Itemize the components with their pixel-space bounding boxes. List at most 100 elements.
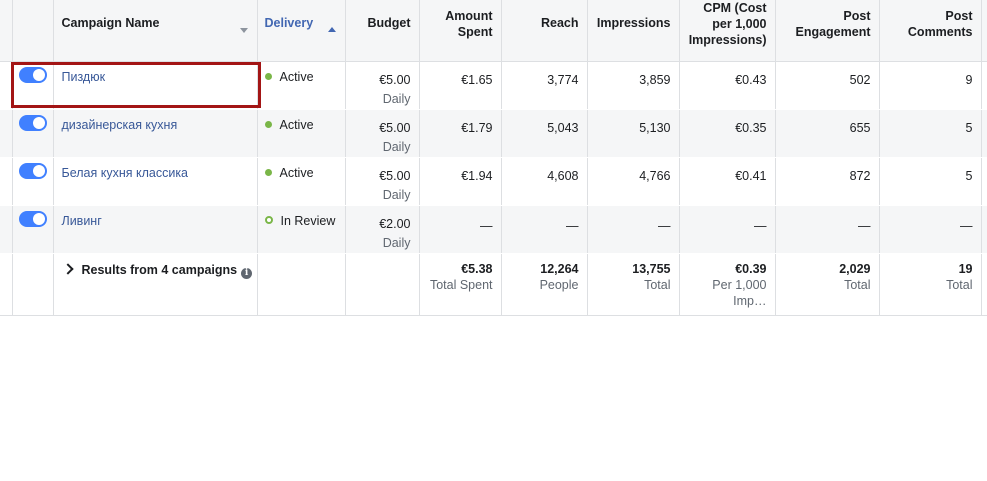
header-post-engagement-line1: Post <box>843 9 871 23</box>
header-post-engagement[interactable]: Post Engagement <box>775 0 880 62</box>
campaign-name-link[interactable]: Белая кухня классика <box>61 166 189 180</box>
toggle-cell <box>12 205 54 254</box>
delivery-status: Active <box>279 118 314 132</box>
budget-cell[interactable]: €2.00 Daily <box>345 205 420 254</box>
header-budget-label: Budget <box>367 16 411 30</box>
header-delivery[interactable]: Delivery <box>257 0 346 62</box>
table-row[interactable]: Пиздюк Active €5.00 Daily €1.65 3,774 3,8… <box>0 61 987 110</box>
summary-toggle-col <box>12 253 54 316</box>
table-row[interactable]: Белая кухня классика Active €5.00 Daily €… <box>0 157 987 206</box>
results-cell[interactable]: Results from 4 campaigns i <box>53 253 258 316</box>
header-amount-spent-line1: Amount <box>445 9 493 23</box>
header-delivery-label: Delivery <box>264 16 314 30</box>
header-overflow <box>981 0 987 62</box>
cpm-value: €0.43 <box>735 73 767 87</box>
header-reach-label: Reach <box>540 16 579 30</box>
budget-type: Daily <box>382 188 411 202</box>
campaign-name-cell: Ливинг <box>53 205 258 254</box>
impressions-cell: — <box>587 205 680 254</box>
budget-value: €2.00 <box>379 217 411 231</box>
cpm-cell: €0.35 <box>679 109 776 158</box>
budget-value: €5.00 <box>379 73 411 87</box>
caret-down-icon[interactable] <box>239 28 248 33</box>
budget-type: Daily <box>382 140 411 154</box>
header-impressions[interactable]: Impressions <box>587 0 680 62</box>
header-budget[interactable]: Budget <box>345 0 420 62</box>
delivery-status: Active <box>279 166 314 180</box>
amount-spent-cell: €1.79 <box>419 109 502 158</box>
campaign-name-link[interactable]: дизайнерская кухня <box>61 118 178 132</box>
summary-impressions-sub: Total <box>644 278 671 292</box>
campaign-toggle[interactable] <box>18 211 47 227</box>
header-toggle-col <box>12 0 54 62</box>
row-gutter <box>0 61 13 110</box>
campaign-name-cell: дизайнерская кухня <box>53 109 258 158</box>
campaign-name-link[interactable]: Пиздюк <box>61 70 106 84</box>
budget-value: €5.00 <box>379 121 411 135</box>
campaign-name-link[interactable]: Ливинг <box>61 214 102 228</box>
impressions-value: 4,766 <box>639 169 671 183</box>
reach-value: — <box>566 219 579 233</box>
table-row[interactable]: дизайнерская кухня Active €5.00 Daily €1.… <box>0 109 987 158</box>
post-comments-value: 9 <box>965 73 973 87</box>
post-comments-value: 5 <box>965 121 973 135</box>
post-engagement-value: 655 <box>849 121 871 135</box>
amount-spent-value: €1.94 <box>461 169 493 183</box>
budget-cell[interactable]: €5.00 Daily <box>345 157 420 206</box>
amount-spent-value: €1.79 <box>461 121 493 135</box>
post-comments-value: — <box>960 219 973 233</box>
summary-cpm-sub: Per 1,000 Imp… <box>712 278 767 308</box>
header-campaign-name[interactable]: Campaign Name <box>53 0 258 62</box>
header-cpm[interactable]: CPM (Cost per 1,000 Impressions) <box>679 0 776 62</box>
post-comments-cell: — <box>879 205 982 254</box>
impressions-cell: 4,766 <box>587 157 680 206</box>
header-amount-spent[interactable]: Amount Spent <box>419 0 502 62</box>
summary-reach-value: 12,264 <box>540 262 579 276</box>
caret-up-icon[interactable] <box>327 27 336 32</box>
header-cpm-line2: per 1,000 <box>712 17 767 31</box>
summary-delivery <box>257 253 346 316</box>
summary-reach-sub: People <box>539 278 579 292</box>
reach-cell: — <box>501 205 588 254</box>
toggle-knob <box>32 117 45 129</box>
cpm-cell: €0.41 <box>679 157 776 206</box>
table-row[interactable]: Ливинг In Review €2.00 Daily — — — — — — <box>0 205 987 254</box>
post-engagement-cell: 502 <box>775 61 880 110</box>
toggle-knob <box>32 213 45 225</box>
campaign-toggle[interactable] <box>18 163 47 179</box>
header-amount-spent-line2: Spent <box>457 25 493 39</box>
budget-cell[interactable]: €5.00 Daily <box>345 61 420 110</box>
status-dot-icon <box>264 73 272 80</box>
summary-post-engagement-value: 2,029 <box>839 262 871 276</box>
campaign-name-cell: Белая кухня классика <box>53 157 258 206</box>
info-icon[interactable]: i <box>241 268 253 279</box>
summary-post-comments: 19 Total <box>879 253 982 316</box>
chevron-right-icon[interactable] <box>61 263 74 275</box>
amount-spent-cell: €1.94 <box>419 157 502 206</box>
post-engagement-value: 872 <box>849 169 871 183</box>
summary-row: Results from 4 campaigns i €5.38 Total Spe… <box>0 253 987 316</box>
header-cpm-line3: Impressions) <box>688 33 767 47</box>
campaign-toggle[interactable] <box>18 115 47 131</box>
reach-cell: 4,608 <box>501 157 588 206</box>
campaign-toggle[interactable] <box>18 67 47 83</box>
status-dot-icon <box>264 216 273 224</box>
cpm-value: €0.35 <box>735 121 767 135</box>
cpm-value: €0.41 <box>735 169 767 183</box>
reach-value: 4,608 <box>547 169 579 183</box>
reach-value: 3,774 <box>547 73 579 87</box>
summary-post-engagement: 2,029 Total <box>775 253 880 316</box>
amount-spent-value: — <box>480 219 493 233</box>
summary-impressions-value: 13,755 <box>632 262 671 276</box>
overflow-cell <box>981 157 987 206</box>
header-post-comments-line1: Post <box>945 9 973 23</box>
amount-spent-cell: €1.65 <box>419 61 502 110</box>
header-post-comments[interactable]: Post Comments <box>879 0 982 62</box>
post-engagement-cell: 655 <box>775 109 880 158</box>
delivery-cell: Active <box>257 157 346 206</box>
header-reach[interactable]: Reach <box>501 0 588 62</box>
overflow-cell <box>981 205 987 254</box>
row-gutter <box>0 157 13 206</box>
budget-cell[interactable]: €5.00 Daily <box>345 109 420 158</box>
budget-type: Daily <box>382 92 411 106</box>
